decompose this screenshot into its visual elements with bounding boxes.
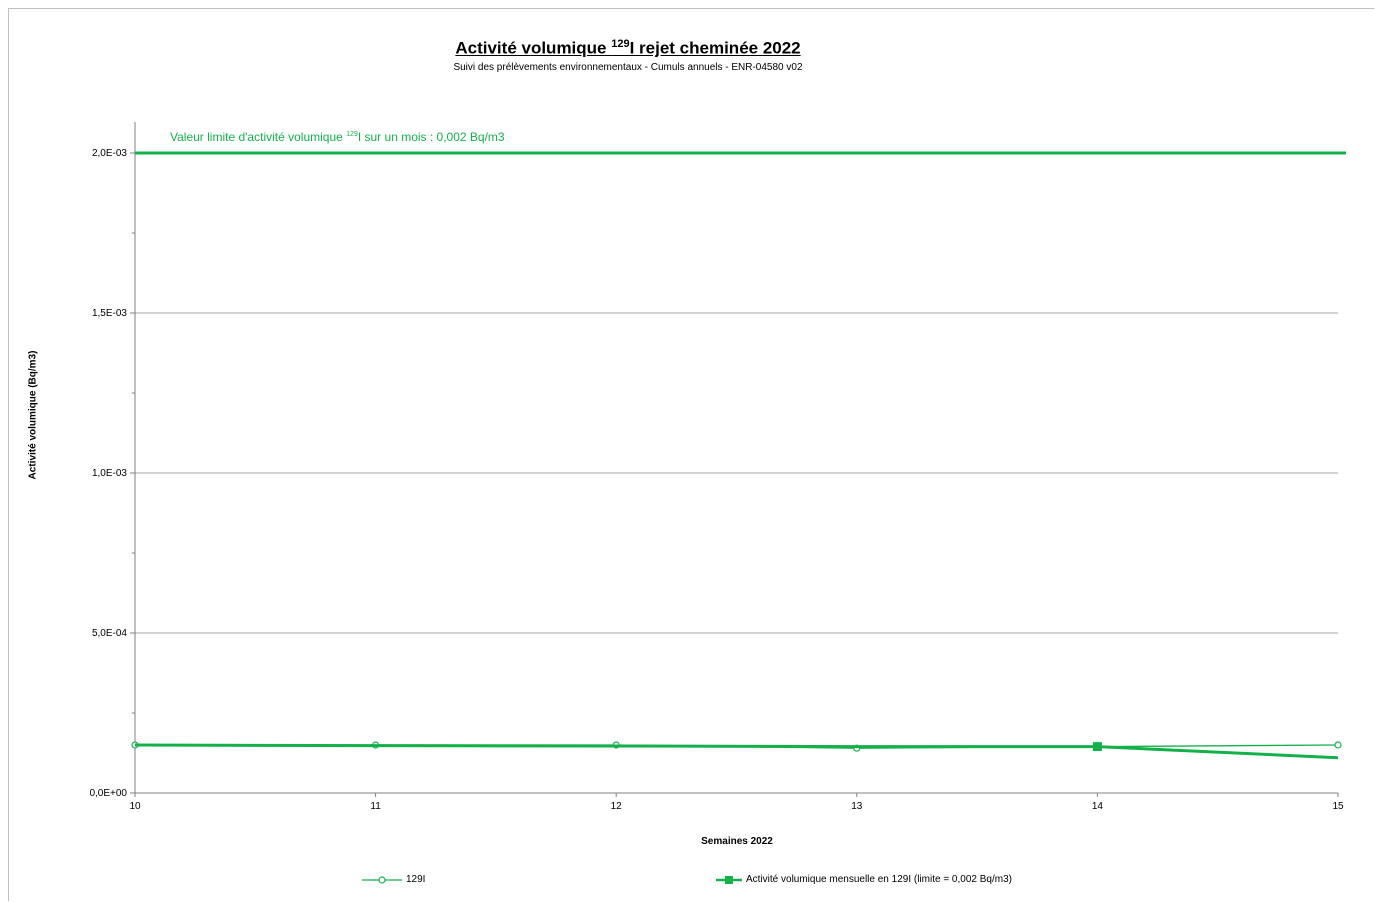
y-axis-label: Activité volumique (Bq/m3) xyxy=(27,350,39,480)
x-tick-label: 11 xyxy=(370,801,381,812)
y-tick-label: 1,5E-03 xyxy=(92,308,127,319)
x-axis-label: Semaines 2022 xyxy=(701,836,773,847)
axes xyxy=(130,122,1339,797)
chart-subtitle: Suivi des prélèvements environnementaux … xyxy=(453,62,803,73)
legend-label-129i: 129I xyxy=(406,874,426,885)
gridlines xyxy=(135,152,1338,634)
y-tick-label: 1,0E-03 xyxy=(92,468,127,479)
legend-line-circle-icon xyxy=(362,875,402,884)
legend-label-monthly: Activité volumique mensuelle en 129I (li… xyxy=(746,874,1012,885)
x-tick-label: 14 xyxy=(1092,801,1104,812)
y-tick-label: 0,0E+00 xyxy=(89,788,127,799)
series-monthly-point xyxy=(1092,742,1102,752)
legend-item-129i: 129I xyxy=(362,874,425,885)
series-lines xyxy=(131,151,1346,760)
tick-labels: 0,0E+00 5,0E-04 1,0E-03 1,5E-03 2,0E-03 10 11 1… xyxy=(89,148,1344,812)
series-129i-point xyxy=(1334,741,1342,749)
x-tick-label: 10 xyxy=(129,801,141,812)
y-tick-label: 2,0E-03 xyxy=(92,148,127,159)
x-tick-label: 12 xyxy=(611,801,623,812)
series-monthly-line xyxy=(134,743,1339,760)
x-tick-label: 13 xyxy=(851,801,863,812)
limit-annotation: Valeur limite d'activité volumique 129I … xyxy=(170,130,505,144)
x-tick-label: 15 xyxy=(1332,801,1344,812)
chart-frame xyxy=(8,8,1374,901)
legend-line-square-icon xyxy=(716,875,742,884)
y-tick-label: 5,0E-04 xyxy=(92,628,127,639)
legend-item-monthly: Activité volumique mensuelle en 129I (li… xyxy=(716,874,1012,885)
chart-title: Activité volumique 129I rejet cheminée 2… xyxy=(455,38,801,58)
